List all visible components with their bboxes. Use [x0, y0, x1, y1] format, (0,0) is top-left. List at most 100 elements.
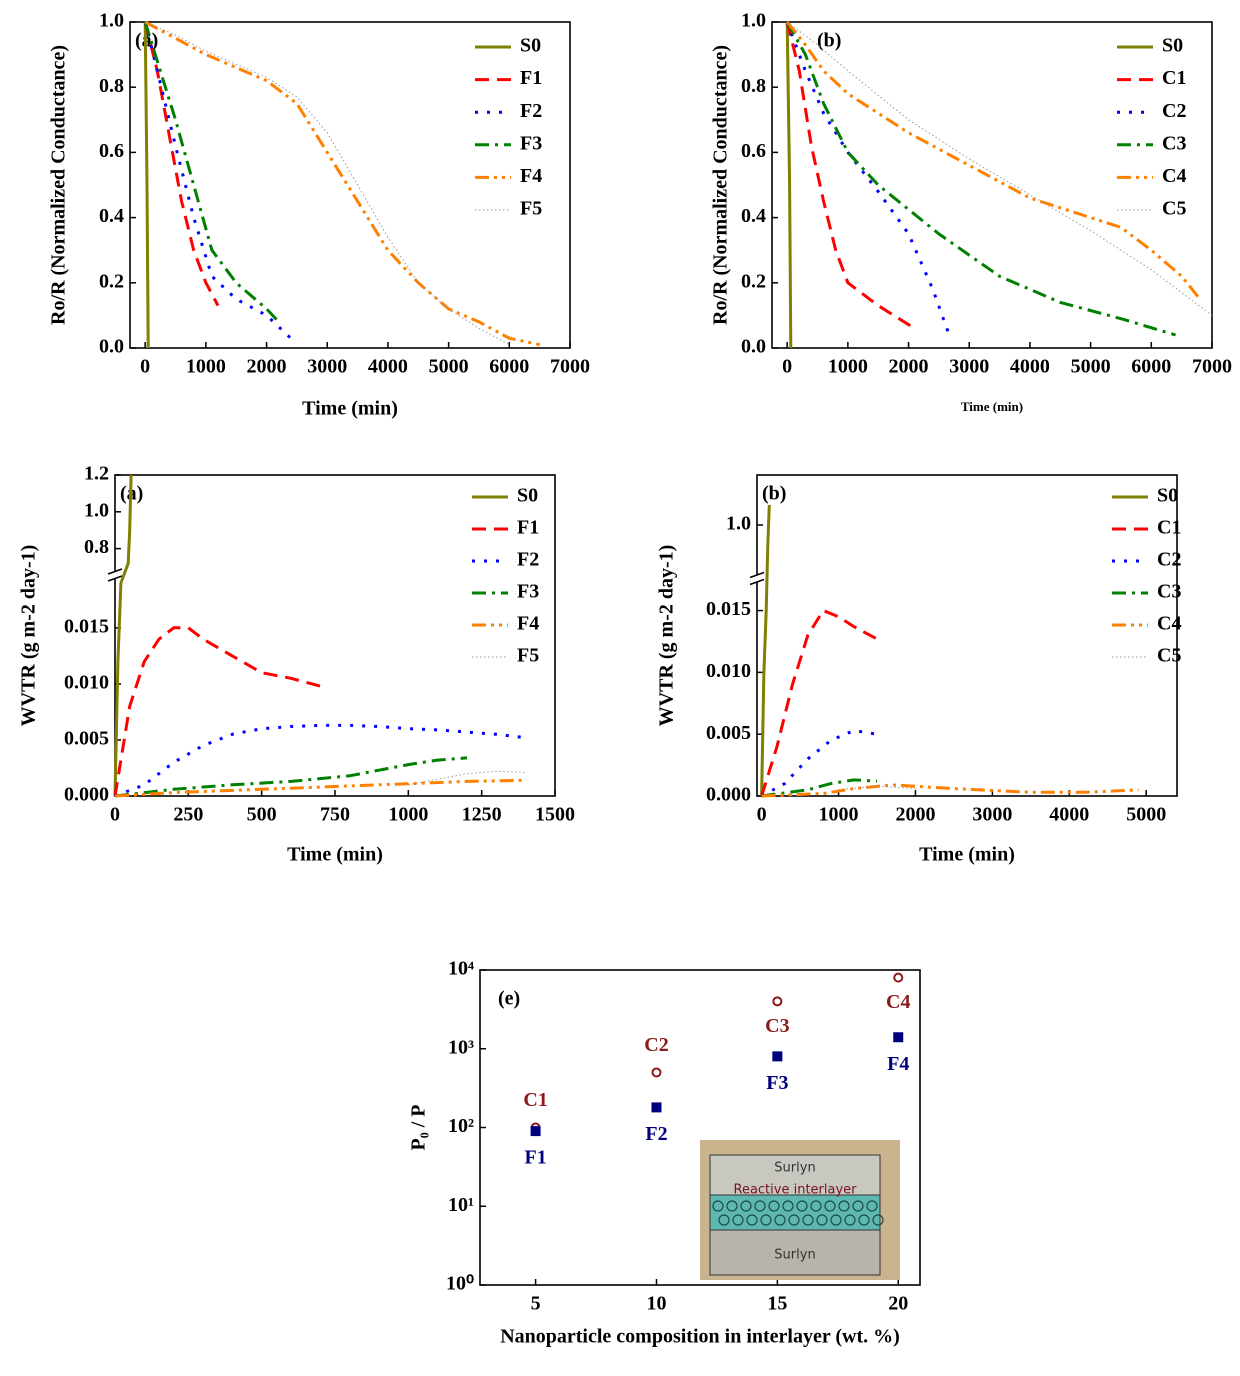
inset-particle [774, 1214, 786, 1226]
plot-frame [129, 21, 571, 349]
x-tick-label: 15 [767, 1293, 787, 1315]
axis-break [749, 578, 765, 586]
inset-label: Reactive interlayer [734, 1183, 858, 1198]
line-series [144, 20, 541, 347]
x-tick-label: 750 [320, 804, 350, 826]
y-tick-label: 0.015 [64, 615, 109, 637]
legend-label: C3 [1162, 132, 1186, 154]
legend-label: F5 [520, 198, 542, 220]
x-tick-label: 3000 [972, 804, 1012, 826]
line-series [786, 21, 1202, 301]
x-tick-label: 7000 [550, 356, 590, 378]
x-tick-label: 0 [782, 356, 792, 378]
point-label: C4 [886, 991, 910, 1013]
x-tick-label: 10 [646, 1293, 666, 1315]
y-tick-label: 1.0 [99, 10, 124, 32]
line-series [760, 608, 878, 797]
chart: 0 250 500 750 1000 1250 1500 0.000 0.005 0.010 0.0… [18, 463, 575, 866]
line-series [143, 21, 220, 307]
x-tick-label: 20 [888, 1293, 908, 1315]
y-tick-label: 0.6 [99, 140, 124, 162]
line-series [786, 21, 1213, 316]
inset-particle [866, 1200, 878, 1212]
x-tick-label: 7000 [1192, 356, 1232, 378]
y-tick-label: 0.8 [84, 536, 109, 558]
panel-label: (e) [498, 988, 520, 1010]
legend-label: F5 [517, 645, 539, 667]
chart: 0 1000 2000 3000 4000 5000 0.000 0.005 0.010 0.01… [656, 474, 1181, 866]
y-tick-label: 1.0 [726, 513, 751, 535]
inset-particle [754, 1200, 766, 1212]
inset-particle [810, 1200, 822, 1212]
y-axis-title: P₀ / P [408, 1105, 430, 1151]
legend-label: F2 [517, 549, 539, 571]
y-tick-label: 10⁴ [448, 958, 474, 980]
inset: Surlyn Reactive interlayer Surlyn [700, 1140, 900, 1280]
inset-particle [788, 1214, 800, 1226]
x-tick-label: 500 [247, 804, 277, 826]
chart: 5 10 15 20 10⁰ 10¹ 10² 10³ 10⁴ Nanoparticle compo… [408, 958, 921, 1348]
panel-label: (b) [762, 483, 786, 505]
y-tick-label: 10⁰ [446, 1273, 474, 1295]
y-tick-label: 0.4 [99, 205, 124, 227]
legend-label: F3 [520, 132, 542, 154]
line-series [761, 778, 878, 798]
x-tick-label: 4000 [368, 356, 408, 378]
axis-break [107, 568, 123, 575]
legend-label: C2 [1162, 100, 1186, 122]
y-tick-label: 0.8 [99, 75, 124, 97]
legend-label: F4 [517, 613, 539, 635]
point [772, 1051, 783, 1062]
y-tick-label: 0.8 [741, 75, 766, 97]
y-tick-label: 0.2 [741, 270, 766, 292]
inset-particle [746, 1214, 758, 1226]
plot-frame [114, 474, 556, 797]
x-tick-label: 0 [757, 804, 767, 826]
legend-label: C5 [1162, 198, 1186, 220]
inset-particle [740, 1200, 752, 1212]
inset-layer [709, 1229, 881, 1276]
point-label: C3 [765, 1015, 789, 1037]
x-tick-label: 1000 [828, 356, 868, 378]
x-tick-label: 6000 [1131, 356, 1171, 378]
x-tick-label: 1500 [535, 804, 575, 826]
point [772, 996, 783, 1007]
axis-break [749, 571, 765, 579]
legend-label: C1 [1157, 517, 1181, 539]
point-label: C2 [644, 1034, 668, 1056]
point [893, 972, 904, 983]
x-axis-title: Time (min) [302, 398, 398, 420]
line-series [785, 21, 950, 333]
y-tick-label: 0.000 [706, 784, 751, 806]
y-tick-label: 0.010 [64, 671, 109, 693]
y-tick-label: 0.0 [741, 336, 766, 358]
legend-label: F3 [517, 581, 539, 603]
x-axis-title: Time (min) [919, 844, 1015, 866]
legend-label: S0 [1157, 485, 1178, 507]
y-tick-label: 1.0 [741, 10, 766, 32]
x-tick-label: 3000 [307, 356, 347, 378]
inset-particle [768, 1200, 780, 1212]
x-tick-label: 6000 [489, 356, 529, 378]
panel-label: (b) [817, 30, 841, 52]
line-series [785, 21, 793, 349]
x-tick-label: 5 [531, 1293, 541, 1315]
point [530, 1126, 541, 1137]
legend-label: F1 [517, 517, 539, 539]
x-tick-label: 1000 [819, 804, 859, 826]
legend-label: C5 [1157, 645, 1181, 667]
x-tick-label: 1000 [186, 356, 226, 378]
inset-particle [726, 1200, 738, 1212]
x-tick-label: 4000 [1049, 804, 1089, 826]
inset-particle [858, 1214, 870, 1226]
y-tick-label: 0.005 [706, 722, 751, 744]
y-tick-label: 0.015 [706, 598, 751, 620]
line-series [114, 778, 526, 798]
line-series [143, 21, 292, 340]
x-tick-label: 2000 [247, 356, 287, 378]
legend-label: S0 [517, 485, 538, 507]
y-tick-label: 0.010 [706, 660, 751, 682]
legend-label: S0 [520, 35, 541, 57]
inset-particle [718, 1214, 730, 1226]
legend-label: C1 [1162, 67, 1186, 89]
